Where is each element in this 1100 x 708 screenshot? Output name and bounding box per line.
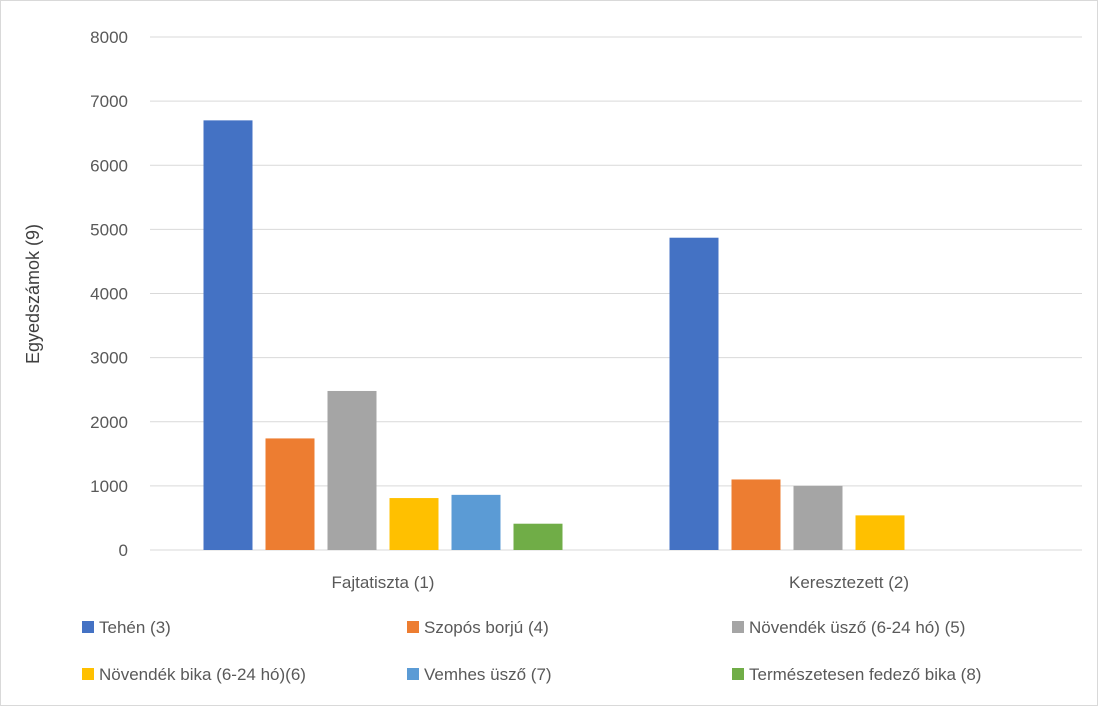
legend-label: Természetesen fedező bika (8) bbox=[749, 665, 981, 684]
bar-2-2 bbox=[731, 479, 781, 550]
y-tick-label: 6000 bbox=[90, 156, 128, 175]
y-tick-label: 2000 bbox=[90, 413, 128, 432]
y-tick-label: 8000 bbox=[90, 28, 128, 47]
y-axis-tick-labels: 0 1000 2000 3000 4000 5000 6000 7000 8000 bbox=[90, 28, 128, 560]
y-tick-label: 5000 bbox=[90, 220, 128, 239]
legend: Tehén (3) Szopós borjú (4) Növendék üsző (… bbox=[82, 618, 981, 684]
y-axis-title: Egyedszámok (9) bbox=[23, 224, 43, 364]
bar-2-1 bbox=[669, 237, 719, 550]
legend-swatch bbox=[407, 668, 419, 680]
legend-item: Természetesen fedező bika (8) bbox=[732, 665, 981, 684]
legend-swatch bbox=[82, 621, 94, 633]
legend-item: Növendék bika (6-24 hó)(6) bbox=[82, 665, 306, 684]
legend-swatch bbox=[82, 668, 94, 680]
y-tick-label: 7000 bbox=[90, 92, 128, 111]
legend-swatch bbox=[732, 621, 744, 633]
bar-1-6 bbox=[513, 523, 563, 550]
legend-label: Tehén (3) bbox=[99, 618, 171, 637]
y-tick-label: 0 bbox=[119, 541, 128, 560]
legend-label: Szopós borjú (4) bbox=[424, 618, 549, 637]
legend-item: Szopós borjú (4) bbox=[407, 618, 549, 637]
bars bbox=[203, 120, 905, 551]
x-axis-category-labels: Fajtatiszta (1) Keresztezett (2) bbox=[332, 573, 909, 592]
legend-item: Tehén (3) bbox=[82, 618, 171, 637]
x-category-label: Fajtatiszta (1) bbox=[332, 573, 435, 592]
bar-1-2 bbox=[265, 438, 315, 550]
legend-label: Vemhes üsző (7) bbox=[424, 665, 552, 684]
y-tick-label: 1000 bbox=[90, 477, 128, 496]
legend-label: Növendék bika (6-24 hó)(6) bbox=[99, 665, 306, 684]
x-category-label: Keresztezett (2) bbox=[789, 573, 909, 592]
y-tick-label: 4000 bbox=[90, 285, 128, 304]
bar-1-5 bbox=[451, 494, 501, 550]
legend-label: Növendék üsző (6-24 hó) (5) bbox=[749, 618, 965, 637]
bar-1-1 bbox=[203, 120, 253, 551]
bar-2-3 bbox=[793, 485, 843, 550]
bar-1-4 bbox=[389, 498, 439, 550]
bar-1-3 bbox=[327, 390, 377, 550]
bar-2-4 bbox=[855, 515, 905, 550]
legend-swatch bbox=[407, 621, 419, 633]
legend-item: Növendék üsző (6-24 hó) (5) bbox=[732, 618, 965, 637]
legend-swatch bbox=[732, 668, 744, 680]
y-tick-label: 3000 bbox=[90, 349, 128, 368]
legend-item: Vemhes üsző (7) bbox=[407, 665, 552, 684]
